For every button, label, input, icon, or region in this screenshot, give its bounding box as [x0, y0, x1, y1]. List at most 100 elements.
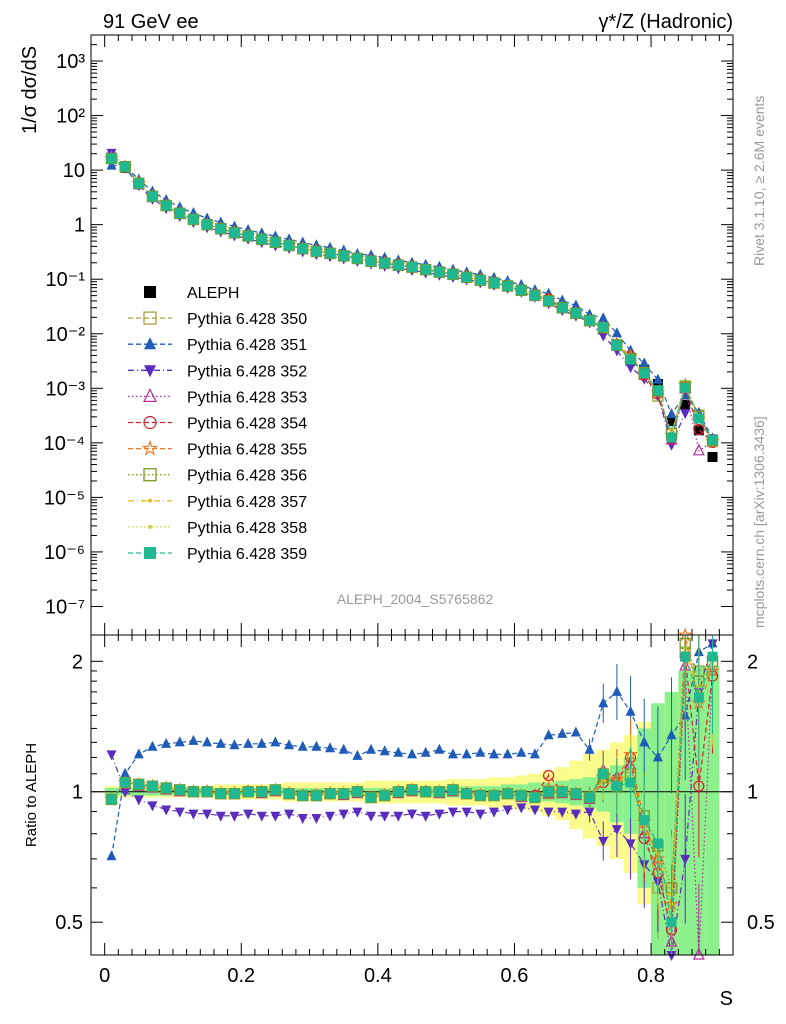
- legend-label: Pythia 6.428 351: [187, 337, 307, 354]
- x-tick-label: 0: [99, 965, 110, 987]
- series-3-ratio-point: [461, 807, 472, 818]
- ratio-y-axis-label: Ratio to ALEPH: [23, 743, 40, 847]
- series-3-ratio-point: [611, 825, 622, 836]
- series-10-ratio-point: [639, 815, 650, 826]
- series-10-ratio-point: [284, 788, 295, 799]
- y-tick-label: 10³: [56, 51, 85, 73]
- series-2-ratio-point: [502, 748, 513, 759]
- series-10-point: [516, 285, 527, 296]
- ratio-y-tick-label-right: 1: [747, 782, 758, 804]
- series-3-ratio-point: [133, 795, 144, 806]
- legend-marker: [148, 524, 152, 529]
- series-3-ratio-point: [174, 807, 185, 818]
- series-2-ratio-point: [161, 737, 172, 748]
- series-10-ratio-point: [133, 779, 144, 790]
- series-2-point: [611, 327, 622, 338]
- series-10-point: [215, 223, 226, 234]
- y-tick-label: 10: [63, 160, 85, 182]
- legend-label: Pythia 6.428 352: [187, 363, 307, 380]
- legend-marker: [141, 439, 159, 456]
- legend-label: Pythia 6.428 354: [187, 416, 307, 433]
- series-2-ratio-point: [256, 737, 267, 748]
- series-3-ratio-point: [447, 807, 458, 818]
- series-10-ratio-point: [393, 786, 404, 797]
- y-tick-label: 10⁻⁵: [44, 487, 85, 509]
- series-0-point: [652, 378, 663, 389]
- series-10-point: [161, 200, 172, 211]
- series-10-ratio-point: [297, 790, 308, 801]
- series-3-ratio-point: [434, 809, 445, 820]
- series-10-point: [666, 432, 677, 443]
- series-3-ratio-point: [311, 813, 322, 824]
- main-y-axis-label: 1/σ dσ/dS: [19, 46, 41, 134]
- series-3-ratio-point: [407, 809, 417, 820]
- series-3-ratio-point: [584, 807, 595, 818]
- series-10-ratio-point: [529, 792, 540, 803]
- series-2-ratio-point: [270, 736, 281, 747]
- series-2-point: [106, 159, 117, 170]
- series-2-ratio-point: [639, 736, 650, 747]
- series-10-ratio-point: [475, 790, 486, 801]
- series-10-ratio-point: [516, 790, 527, 801]
- series-3-point: [680, 409, 691, 420]
- ratio-y-tick-label: 1: [72, 782, 83, 804]
- series-10-point: [256, 234, 267, 245]
- series-10-ratio-point: [434, 786, 445, 797]
- series-10-point: [502, 280, 513, 291]
- series-2-ratio-point: [352, 749, 363, 760]
- ratio-marks: [104, 627, 720, 961]
- legend-marker: [148, 498, 152, 503]
- y-tick-label: 10⁻⁷: [45, 596, 85, 618]
- series-10-ratio-point: [147, 781, 158, 792]
- series-3-ratio-point: [120, 787, 131, 798]
- series-2-ratio-point: [120, 767, 131, 778]
- series-3-point: [625, 363, 636, 374]
- series-10-ratio-point: [570, 788, 581, 799]
- series-3-ratio-point: [598, 836, 609, 847]
- legend-label: Pythia 6.428 358: [187, 520, 307, 537]
- series-2-ratio-point: [475, 746, 486, 757]
- series-10-point: [475, 275, 486, 286]
- series-10-ratio-point: [420, 786, 431, 797]
- ratio-x-ticks: 0 0.2 0.4 0.6 0.8: [99, 635, 720, 987]
- series-10-point: [652, 385, 663, 396]
- series-2-ratio-point: [529, 748, 540, 759]
- ratio-y-tick-label-right: 2: [747, 651, 758, 673]
- series-10-point: [243, 230, 254, 241]
- series-10-point: [393, 260, 404, 271]
- series-2-ratio-point: [215, 737, 226, 748]
- series-10-point: [352, 253, 363, 264]
- series-3-ratio-point: [338, 809, 349, 820]
- series-3-ratio-line: [110, 643, 714, 956]
- series-10-point: [611, 340, 622, 351]
- series-3-ratio-point: [188, 809, 199, 820]
- legend-marker: [144, 547, 156, 559]
- series-2-point: [652, 373, 663, 384]
- y-tick-label: 10⁻⁶: [44, 542, 85, 564]
- main-x-ticks: [104, 35, 720, 635]
- ratio-y-tick-label: 0.5: [55, 912, 83, 934]
- legend-marker: [144, 286, 156, 298]
- series-10-point: [570, 308, 581, 319]
- series-5-ratio-point: [693, 780, 705, 792]
- series-10-ratio-point: [447, 784, 458, 795]
- series-10-ratio-point: [243, 786, 254, 797]
- series-3-ratio-point: [557, 807, 568, 818]
- series-10-point: [584, 315, 595, 326]
- series-10-point: [461, 272, 472, 283]
- ratio-y-ticks: 0.5 0.5 1 1 2 2: [55, 651, 775, 934]
- series-10-ratio-point: [161, 783, 172, 794]
- series-2-ratio-point: [338, 743, 349, 754]
- series-10-point: [297, 243, 308, 254]
- series-2-point: [570, 299, 581, 310]
- series-3-ratio-point: [202, 809, 213, 820]
- series-10-ratio-point: [174, 784, 185, 795]
- series-10-point: [543, 295, 554, 306]
- series-10-point: [147, 191, 158, 202]
- analysis-watermark: ALEPH_2004_S5765862: [337, 591, 494, 607]
- stat-band: [664, 691, 679, 955]
- series-10-point: [174, 208, 185, 219]
- series-10-ratio-point: [584, 792, 595, 803]
- series-10-point: [447, 269, 458, 280]
